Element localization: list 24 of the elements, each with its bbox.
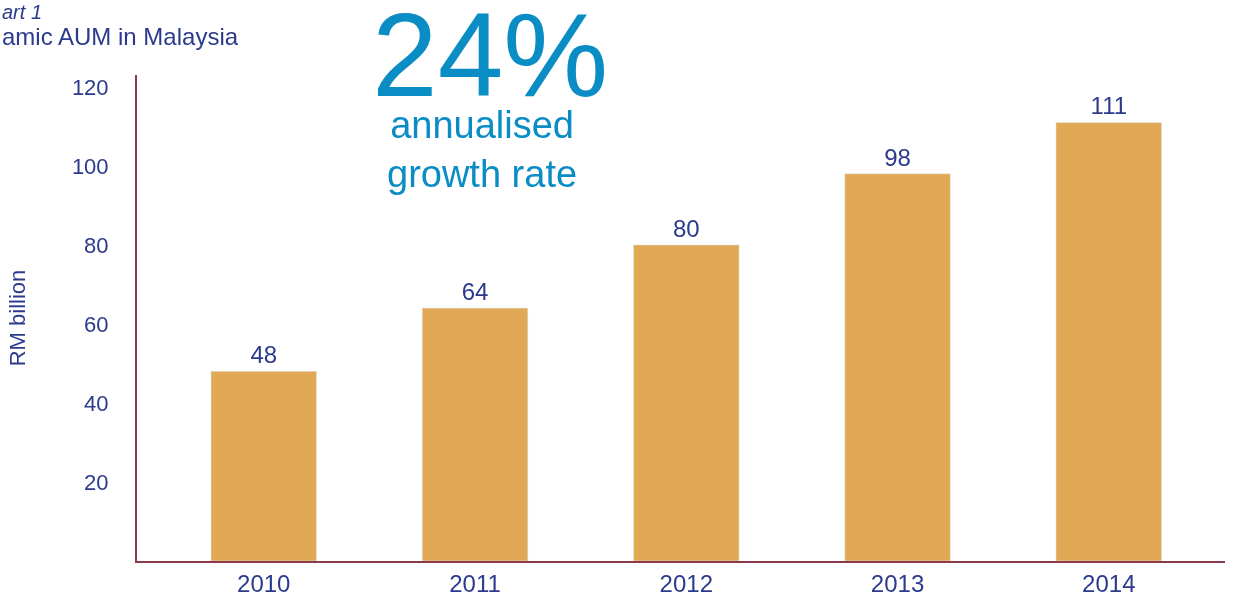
- data-label: 111: [1090, 92, 1128, 120]
- bar: [210, 371, 317, 561]
- x-tick-label: 2012: [659, 569, 713, 597]
- bar: [421, 307, 529, 561]
- text: art 1: [2, 1, 43, 23]
- data-label: 64: [461, 278, 489, 306]
- y-tick-label: 100: [71, 153, 109, 179]
- x-tick-label: 2010: [237, 569, 291, 597]
- x-tick-label: 2013: [870, 569, 925, 597]
- x-tick-label: 2014: [1082, 569, 1136, 597]
- bar: [1055, 122, 1162, 561]
- y-tick-label: 80: [84, 232, 109, 258]
- chart-title: amic AUM in Malaysia: [2, 23, 239, 50]
- y-axis-title: RM billion: [5, 269, 31, 367]
- data-label: 48: [250, 341, 278, 369]
- bar: [844, 173, 951, 561]
- data-label: 80: [672, 214, 700, 242]
- bar: [633, 244, 740, 561]
- x-tick-label: 2011: [449, 569, 501, 597]
- y-tick-label: 120: [71, 74, 109, 100]
- y-tick-label: 60: [84, 311, 109, 337]
- y-tick-label: 40: [84, 390, 109, 416]
- data-label: 98: [884, 143, 911, 171]
- y-tick-label: 20: [84, 469, 109, 495]
